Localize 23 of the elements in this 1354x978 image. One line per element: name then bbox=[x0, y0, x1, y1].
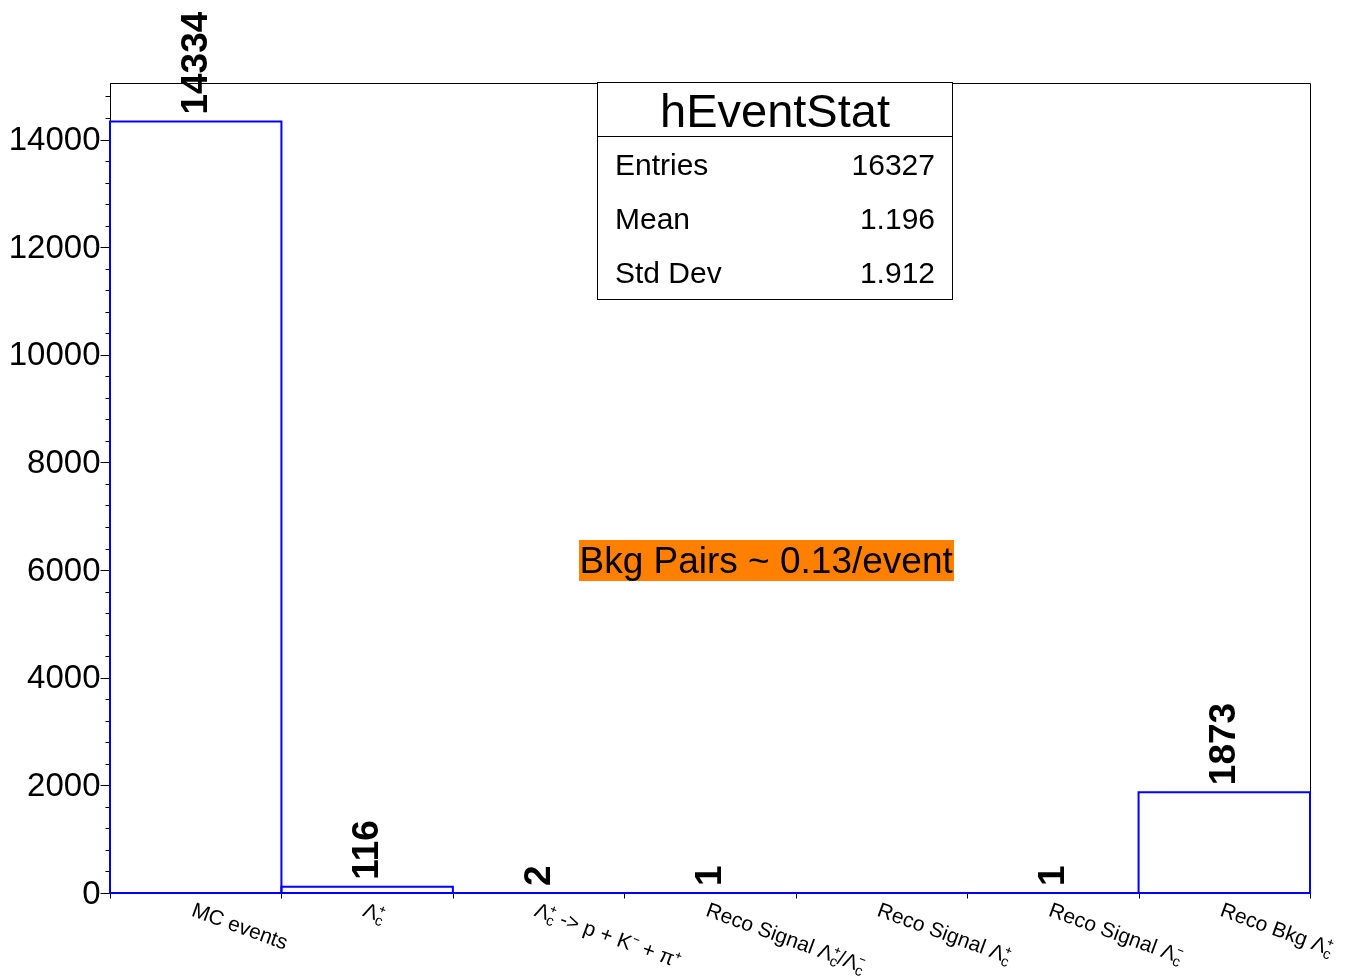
y-tick-label: 6000 bbox=[27, 550, 101, 588]
annotation: 1.196 bbox=[859, 201, 935, 237]
annotation: Mean bbox=[615, 201, 691, 237]
y-tick-label: 12000 bbox=[8, 227, 101, 265]
y-tick-label: 0 bbox=[82, 873, 101, 911]
data-label: 1 bbox=[688, 865, 729, 886]
y-tick-label: 2000 bbox=[27, 765, 101, 803]
data-label: 14334 bbox=[173, 11, 215, 115]
annotation: 1.912 bbox=[859, 255, 935, 291]
annotation: hEventStat bbox=[598, 83, 952, 137]
annotation: Std Dev bbox=[615, 255, 722, 291]
data-label: 1873 bbox=[1202, 702, 1244, 786]
y-tick-label: 10000 bbox=[8, 335, 101, 373]
y-tick-label: 14000 bbox=[8, 120, 101, 158]
data-label: 1 bbox=[1030, 865, 1072, 886]
y-tick-label: 8000 bbox=[27, 442, 101, 480]
x-tick-label: MC events bbox=[189, 897, 292, 954]
annotation: Entries bbox=[615, 147, 709, 183]
data-label: 2 bbox=[516, 865, 558, 886]
note-box: Bkg Pairs ~ 0.13/event bbox=[578, 540, 954, 582]
data-label: 116 bbox=[345, 820, 387, 880]
annotation: 16327 bbox=[851, 147, 935, 183]
y-tick-label: 4000 bbox=[27, 658, 101, 696]
